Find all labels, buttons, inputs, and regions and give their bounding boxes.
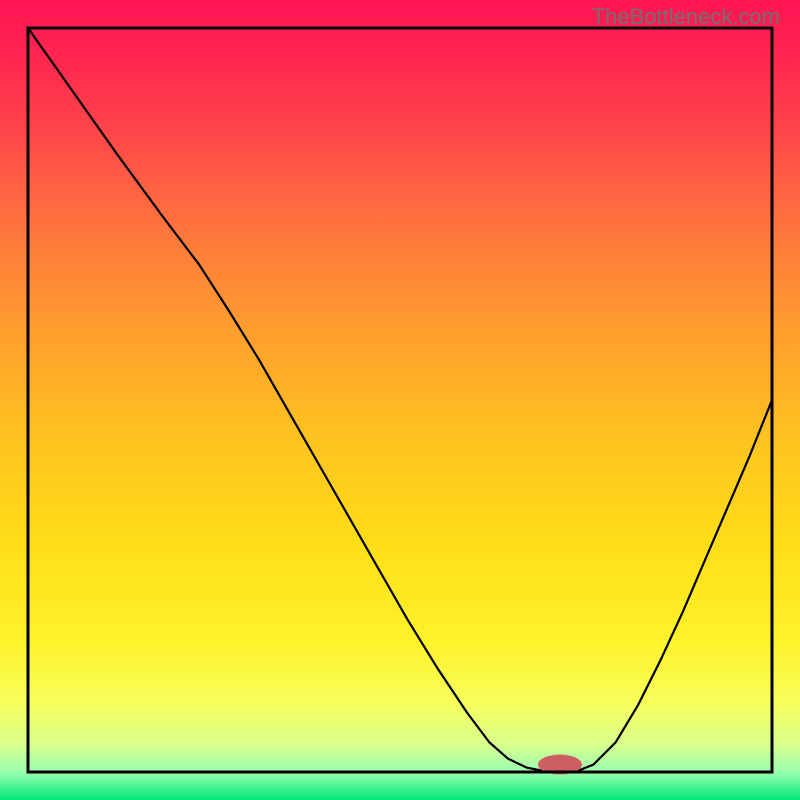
bottleneck-curve	[28, 28, 772, 772]
watermark-text: TheBottleneck.com	[592, 4, 780, 30]
chart-stage: TheBottleneck.com	[0, 0, 800, 800]
plot-svg	[0, 0, 800, 800]
